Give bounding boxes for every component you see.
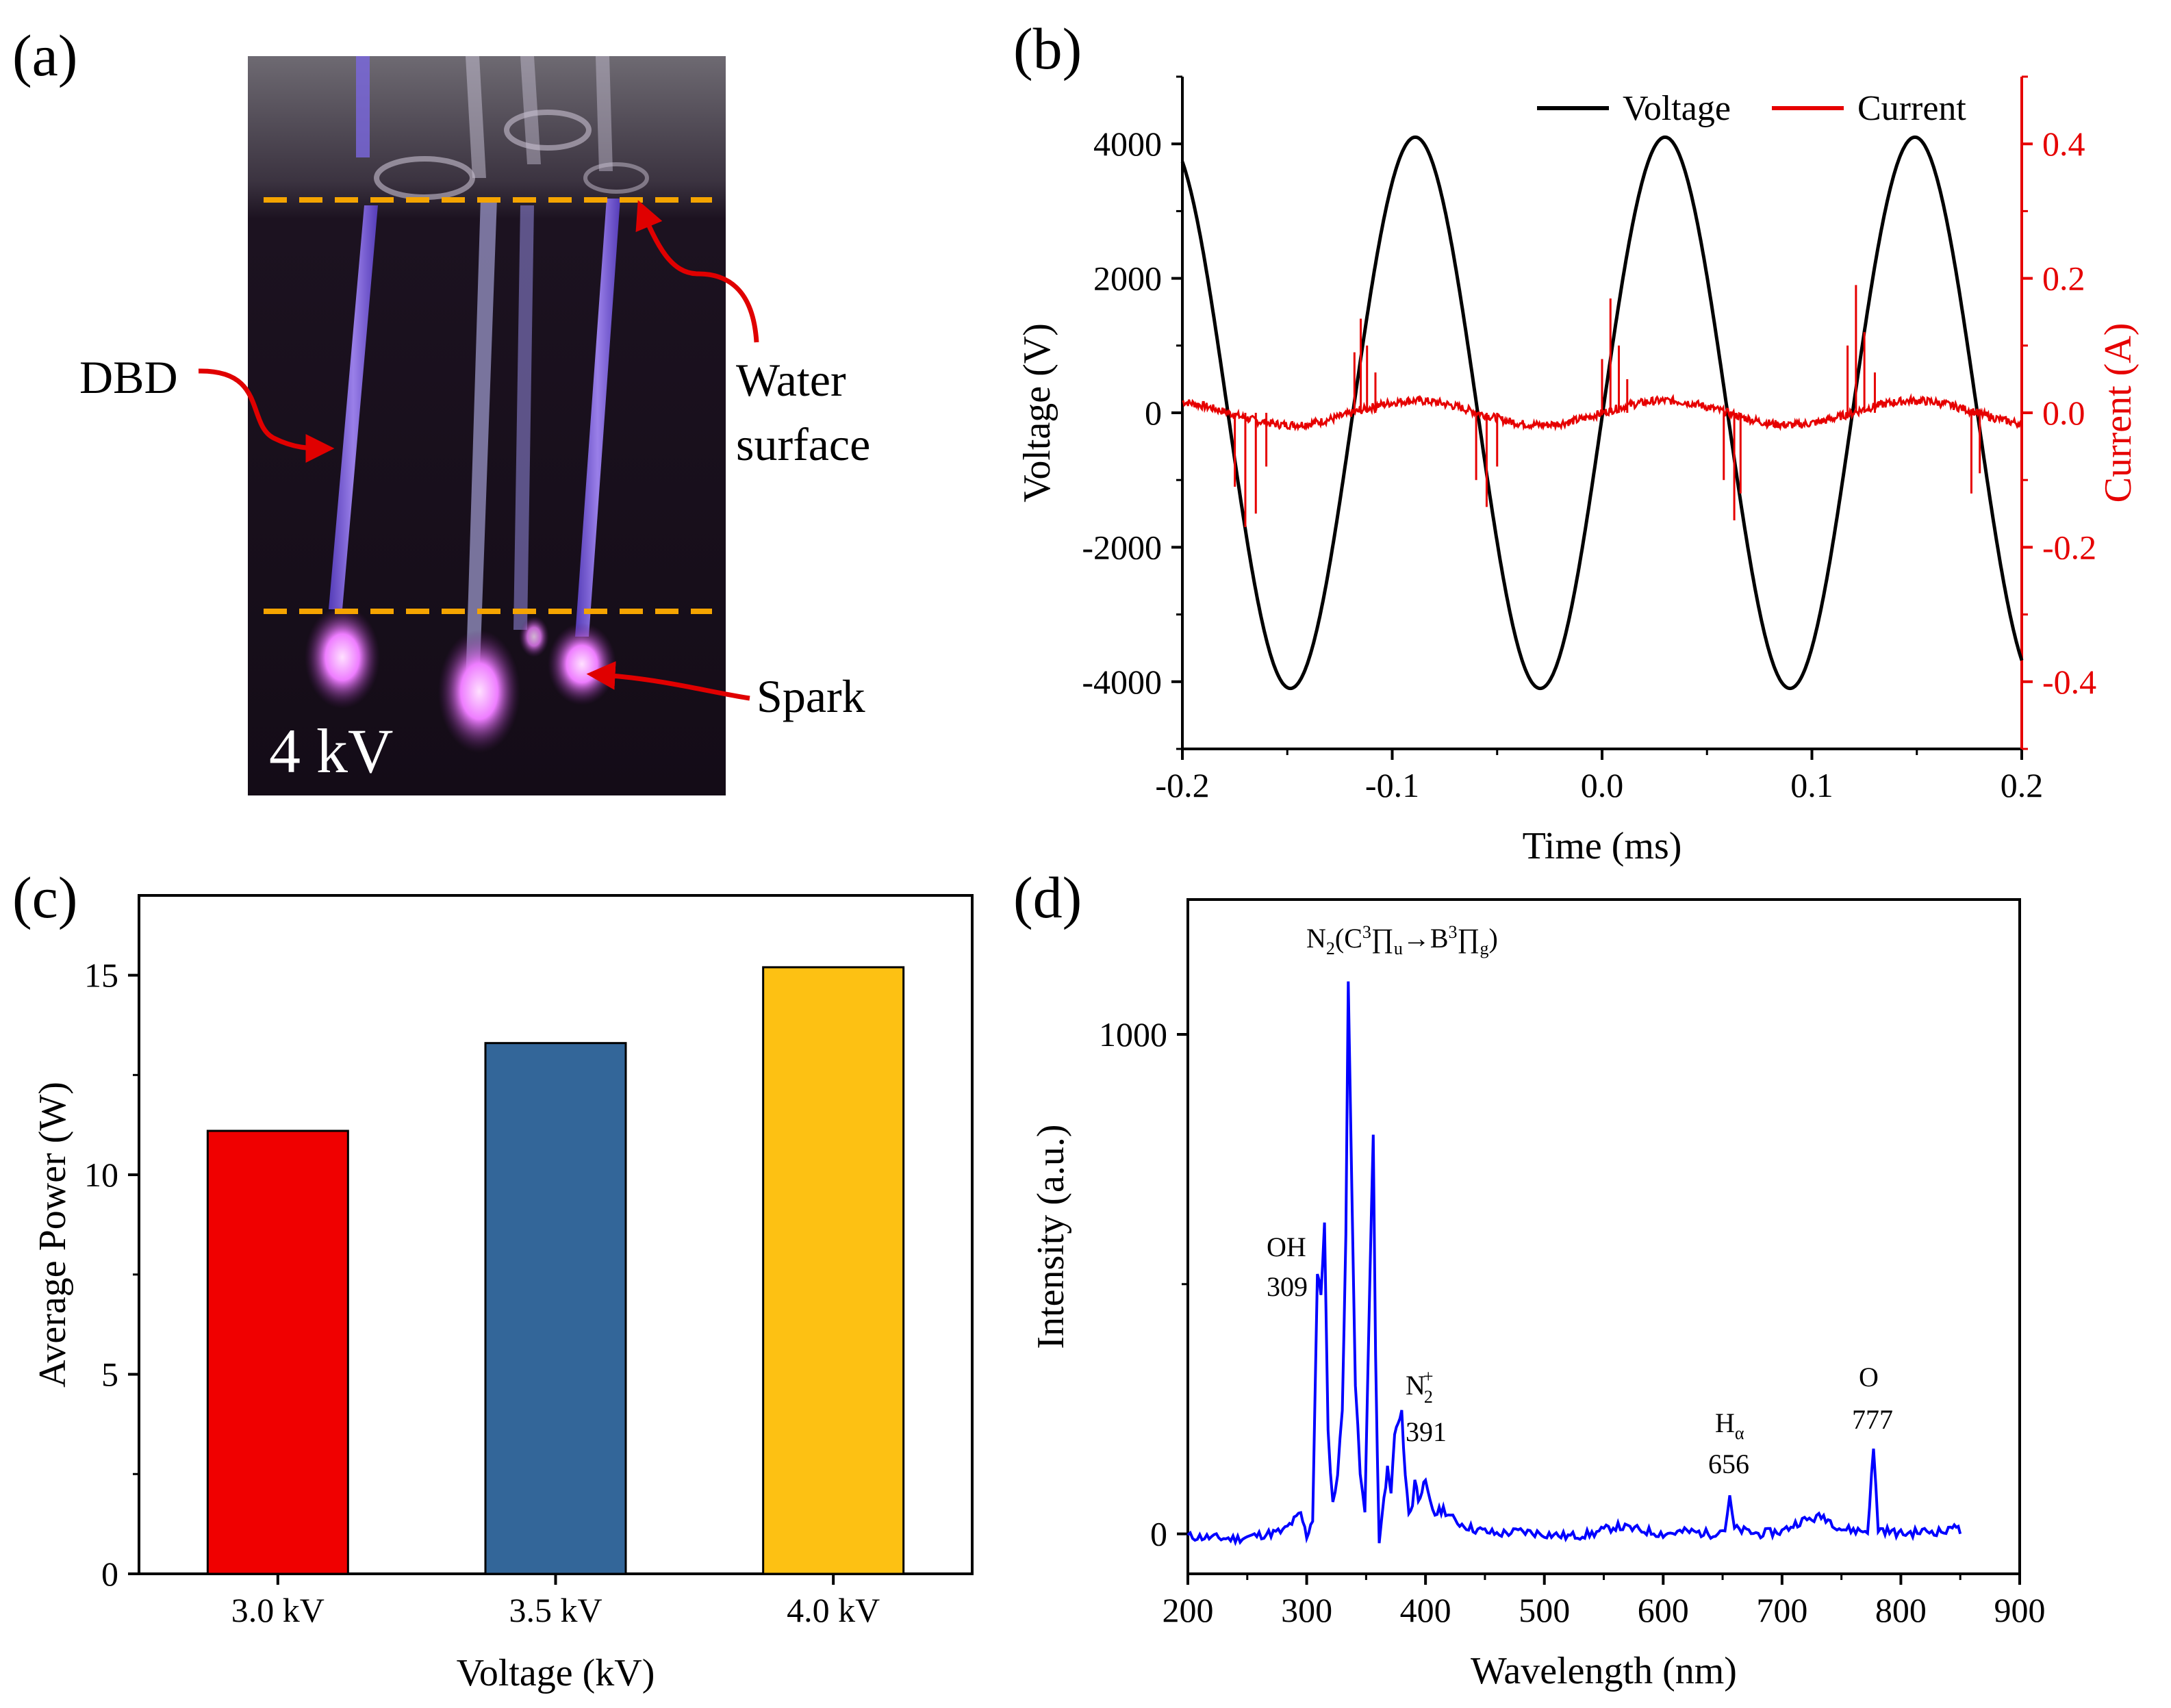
dbd-label: DBD <box>79 351 178 403</box>
d-annot-n2plus: N2+ <box>1406 1366 1434 1407</box>
c-bar <box>206 1130 349 1575</box>
b-y2-tick-label: 0.0 <box>2042 394 2085 432</box>
b-y-tick-label: 4000 <box>1093 125 1162 163</box>
b-x-tick-label: -0.2 <box>1155 766 1209 804</box>
b-x-tick-label: 0.0 <box>1581 766 1624 804</box>
c-x-axis-label: Voltage (kV) <box>457 1652 655 1694</box>
water-surface-label-2: surface <box>736 418 870 470</box>
panel-a: (a) 4 kV DBD <box>12 23 870 795</box>
b-current-line <box>1182 393 2022 432</box>
panel-d: (d) N2(C3∏u→B3∏g) OH 309 N2+ 391 Hα 656 … <box>1013 865 2046 1692</box>
c-y-tick-label: 5 <box>101 1355 118 1394</box>
water-surface-label-1: Water <box>736 354 846 406</box>
d-x-tick-label: 300 <box>1281 1591 1332 1629</box>
b-x-tick-label: 0.1 <box>1790 766 1833 804</box>
c-y-tick-label: 10 <box>84 1156 118 1194</box>
b-y-tick-label: -4000 <box>1082 663 1162 701</box>
panel-b-letter: (b) <box>1013 16 1082 81</box>
b-y-tick-label: 0 <box>1145 394 1162 432</box>
b-y-tick-label: -2000 <box>1082 528 1162 566</box>
spark-arrow <box>586 661 750 701</box>
c-y-tick-label: 15 <box>84 956 118 995</box>
d-annot-ha: Hα <box>1715 1407 1744 1443</box>
b-y2-tick-label: 0.2 <box>2042 259 2085 298</box>
d-annot-ha-num: 656 <box>1708 1449 1749 1479</box>
b-x-axis-label: Time (ms) <box>1523 825 1682 867</box>
c-y-tick-label: 0 <box>101 1555 118 1593</box>
d-spectrum-line <box>1186 981 1962 1546</box>
dbd-arrow <box>198 368 335 463</box>
d-x-tick-label: 900 <box>1994 1591 2046 1629</box>
c-x-tick-label: 3.0 kV <box>231 1591 325 1629</box>
b-y2-tick-label: -0.4 <box>2042 663 2096 701</box>
b-y-axis-label: Voltage (V) <box>1016 323 1058 502</box>
d-x-axis-label: Wavelength (nm) <box>1471 1650 1737 1692</box>
d-y-axis-label: Intensity (a.u.) <box>1030 1124 1072 1349</box>
d-annot-oh: OH <box>1267 1232 1306 1262</box>
d-annot-n2: N2(C3∏u→B3∏g) <box>1306 922 1498 958</box>
d-x-tick-label: 500 <box>1519 1591 1570 1629</box>
c-bar <box>484 1042 627 1575</box>
b-legend-current-label: Current <box>1857 89 1966 128</box>
panel-c: (c) 0 5 10 15 3.0 kV 3.5 kV 4.0 kV Voltage (kV)… <box>12 865 974 1694</box>
d-annot-o: O <box>1859 1362 1879 1392</box>
panel-a-letter: (a) <box>12 23 77 88</box>
d-y-tick-label: 0 <box>1150 1515 1167 1553</box>
spark-label: Spark <box>757 670 865 722</box>
d-x-tick-label: 700 <box>1756 1591 1807 1629</box>
d-annot-o-num: 777 <box>1852 1404 1893 1435</box>
c-y-axis-label: Average Power (W) <box>31 1082 74 1388</box>
b-voltage-line <box>1180 135 2024 691</box>
d-annot-oh-num: 309 <box>1267 1271 1308 1302</box>
c-x-tick-label: 4.0 kV <box>787 1591 880 1629</box>
b-legend-voltage-label: Voltage <box>1623 89 1731 128</box>
panel-b: (b) -0.2 -0.1 0.0 0.1 0.2 -4000 -2000 0 2000 4000… <box>1013 16 2140 867</box>
b-y-tick-label: 2000 <box>1093 259 1162 298</box>
c-bar <box>762 966 905 1575</box>
b-x-tick-label: -0.1 <box>1365 766 1419 804</box>
panel-d-letter: (d) <box>1013 865 1082 930</box>
water-surface-arrow <box>635 200 759 343</box>
b-y2-tick-label: 0.4 <box>2042 125 2085 163</box>
d-annot-n2plus-num: 391 <box>1406 1416 1447 1447</box>
c-x-tick-label: 3.5 kV <box>509 1591 602 1629</box>
b-y2-tick-label: -0.2 <box>2042 528 2096 566</box>
d-y-tick-label: 1000 <box>1099 1015 1167 1054</box>
photo-voltage-text: 4 kV <box>269 716 393 786</box>
b-x-tick-label: 0.2 <box>2001 766 2044 804</box>
d-x-tick-label: 600 <box>1638 1591 1689 1629</box>
panel-c-letter: (c) <box>12 865 77 930</box>
d-x-tick-label: 800 <box>1875 1591 1927 1629</box>
b-y2-axis-label: Current (A) <box>2097 323 2140 503</box>
d-x-tick-label: 400 <box>1400 1591 1451 1629</box>
photo: 4 kV <box>248 56 726 795</box>
d-x-tick-label: 200 <box>1163 1591 1214 1629</box>
